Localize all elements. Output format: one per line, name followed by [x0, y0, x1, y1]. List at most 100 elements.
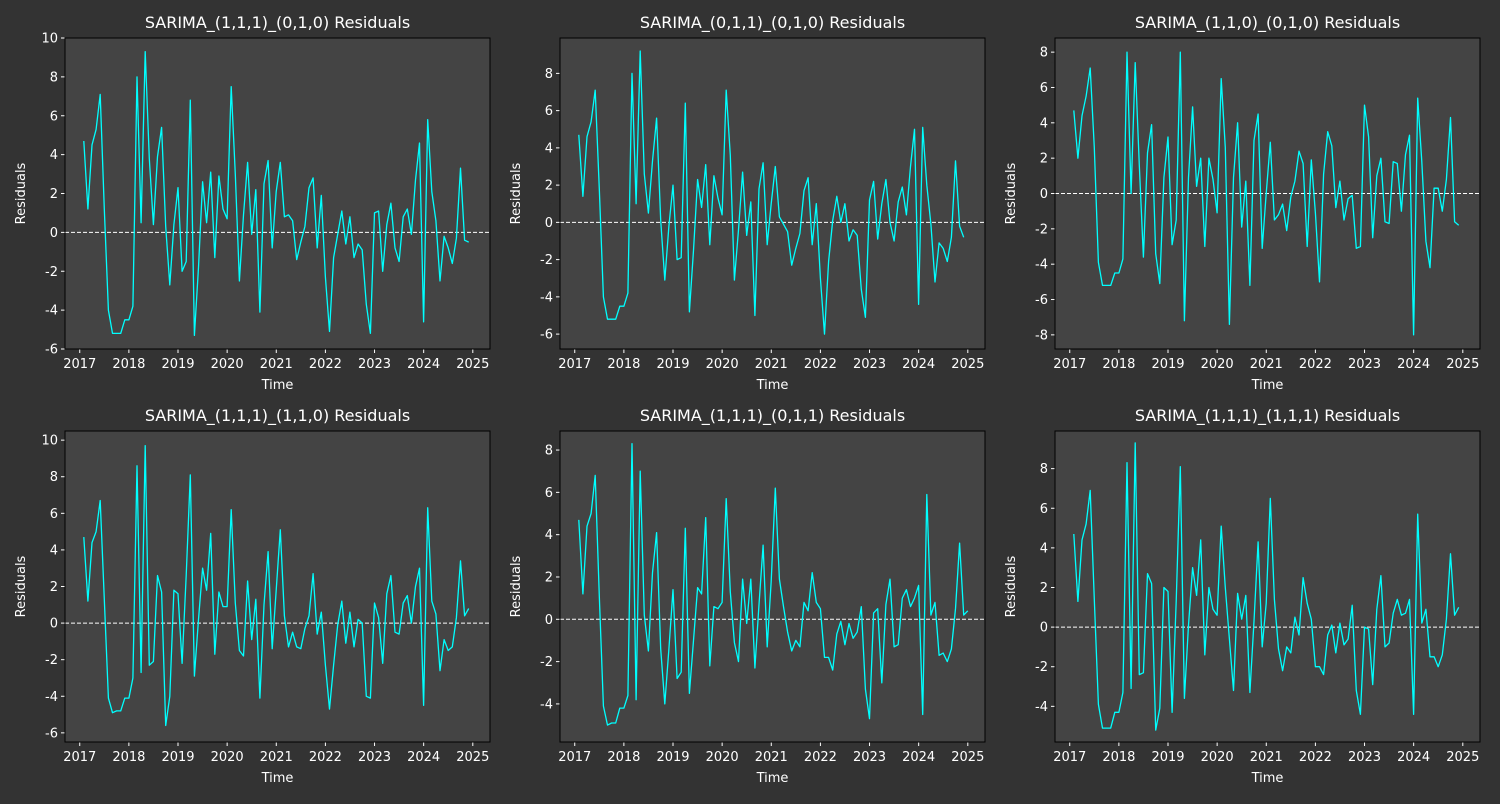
x-tick-label: 2023 — [358, 357, 391, 372]
chart-title: SARIMA_(1,1,1)_(0,1,0) Residuals — [145, 13, 410, 33]
x-tick-label: 2025 — [951, 750, 984, 765]
y-tick-label: -4 — [45, 690, 58, 705]
x-tick-label: 2019 — [161, 357, 194, 372]
subplot-2: SARIMA_(0,1,1)_(0,1,0) Residuals -6 -4 -2 0 2… — [509, 13, 986, 393]
y-tick-label: -2 — [1035, 660, 1048, 675]
axes-frame — [1054, 430, 1481, 743]
plot-area — [65, 38, 490, 349]
y-tick-label: 4 — [545, 528, 553, 543]
x-tick-label: 2021 — [260, 750, 293, 765]
x-tick-label: 2019 — [656, 750, 689, 765]
x-tick-label: 2019 — [1151, 750, 1184, 765]
axes-frame — [64, 430, 491, 743]
y-tick-label: -6 — [1035, 293, 1048, 308]
y-tick-label: -4 — [540, 697, 553, 712]
x-tick-label: 2025 — [456, 750, 489, 765]
x-tick-label: 2021 — [755, 750, 788, 765]
x-axis-label: Time — [756, 771, 789, 786]
subplot-6: SARIMA_(1,1,1)_(1,1,1) Residuals -4 -2 0 2 4 6… — [1004, 406, 1481, 786]
residual-series-line — [1073, 51, 1460, 336]
y-tick-label: 0 — [545, 613, 553, 628]
x-tick-label: 2022 — [1299, 750, 1332, 765]
x-tick-label: 2017 — [1053, 357, 1086, 372]
y-axis-label: Residuals — [509, 555, 524, 617]
x-tick-label: 2017 — [63, 357, 96, 372]
y-axis-label: Residuals — [509, 162, 524, 224]
y-tick-label: -2 — [45, 265, 58, 280]
y-tick-label: 6 — [1040, 81, 1048, 96]
y-tick-label: 6 — [545, 486, 553, 501]
y-axis-label: Residuals — [1004, 162, 1019, 224]
plot-area — [65, 431, 490, 742]
chart-title: SARIMA_(1,1,0)_(0,1,0) Residuals — [1135, 13, 1400, 33]
axes-frame — [559, 430, 986, 743]
y-tick-label: -4 — [45, 304, 58, 319]
y-tick-label: 10 — [41, 434, 58, 449]
x-tick-label: 2018 — [607, 750, 640, 765]
x-tick-label: 2018 — [1102, 750, 1135, 765]
x-axis-label: Time — [261, 771, 294, 786]
x-tick-label: 2020 — [1201, 750, 1234, 765]
x-tick-label: 2020 — [211, 750, 244, 765]
y-tick-label: 4 — [1040, 541, 1048, 556]
y-tick-label: -8 — [1035, 328, 1048, 343]
x-tick-label: 2018 — [1102, 357, 1135, 372]
x-tick-label: 2023 — [853, 357, 886, 372]
x-tick-label: 2021 — [755, 357, 788, 372]
residual-series-line — [578, 443, 969, 726]
x-tick-label: 2020 — [1201, 357, 1234, 372]
x-tick-label: 2019 — [161, 750, 194, 765]
x-tick-label: 2020 — [706, 357, 739, 372]
y-tick-label: 0 — [50, 617, 58, 632]
x-axis-label: Time — [261, 378, 294, 393]
x-tick-label: 2024 — [902, 357, 935, 372]
x-tick-label: 2017 — [63, 750, 96, 765]
y-tick-label: 4 — [545, 141, 553, 156]
axes-frame — [1054, 37, 1481, 350]
y-tick-label: 6 — [545, 104, 553, 119]
x-tick-label: 2024 — [407, 750, 440, 765]
y-tick-label: 2 — [545, 570, 553, 585]
x-tick-label: 2025 — [1446, 750, 1479, 765]
x-tick-label: 2021 — [260, 357, 293, 372]
x-tick-label: 2024 — [1397, 357, 1430, 372]
y-axis-label: Residuals — [14, 162, 29, 224]
x-tick-label: 2018 — [112, 750, 145, 765]
x-tick-label: 2022 — [804, 750, 837, 765]
y-tick-label: 8 — [1040, 46, 1048, 61]
x-tick-label: 2018 — [112, 357, 145, 372]
subplot-1: SARIMA_(1,1,1)_(0,1,0) Residuals -6 -4 -2 0 2… — [14, 13, 491, 393]
x-tick-label: 2022 — [804, 357, 837, 372]
y-tick-label: 4 — [50, 543, 58, 558]
y-tick-label: 2 — [1040, 152, 1048, 167]
residual-series-line — [578, 50, 965, 335]
x-tick-label: 2024 — [902, 750, 935, 765]
y-tick-label: -4 — [1035, 258, 1048, 273]
y-tick-label: 8 — [50, 70, 58, 85]
y-tick-label: -6 — [540, 328, 553, 343]
x-tick-label: 2022 — [309, 357, 342, 372]
y-tick-label: 8 — [50, 470, 58, 485]
x-axis-label: Time — [756, 378, 789, 393]
x-tick-label: 2017 — [558, 357, 591, 372]
x-tick-label: 2017 — [1053, 750, 1086, 765]
y-tick-label: 0 — [545, 216, 553, 231]
chart-title: SARIMA_(1,1,1)_(0,1,1) Residuals — [640, 406, 905, 426]
y-tick-label: -4 — [1035, 700, 1048, 715]
chart-title: SARIMA_(1,1,1)_(1,1,1) Residuals — [1135, 406, 1400, 426]
x-tick-label: 2020 — [706, 750, 739, 765]
y-tick-label: -6 — [45, 343, 58, 358]
x-tick-label: 2024 — [407, 357, 440, 372]
x-tick-label: 2025 — [456, 357, 489, 372]
chart-title: SARIMA_(0,1,1)_(0,1,0) Residuals — [640, 13, 905, 33]
y-tick-label: 2 — [545, 179, 553, 194]
x-tick-label: 2021 — [1250, 750, 1283, 765]
x-tick-label: 2023 — [358, 750, 391, 765]
x-axis-label: Time — [1251, 771, 1284, 786]
x-tick-label: 2023 — [1348, 750, 1381, 765]
x-tick-label: 2025 — [951, 357, 984, 372]
residual-series-line — [1073, 442, 1460, 731]
y-tick-label: 4 — [1040, 116, 1048, 131]
y-tick-label: 0 — [50, 226, 58, 241]
